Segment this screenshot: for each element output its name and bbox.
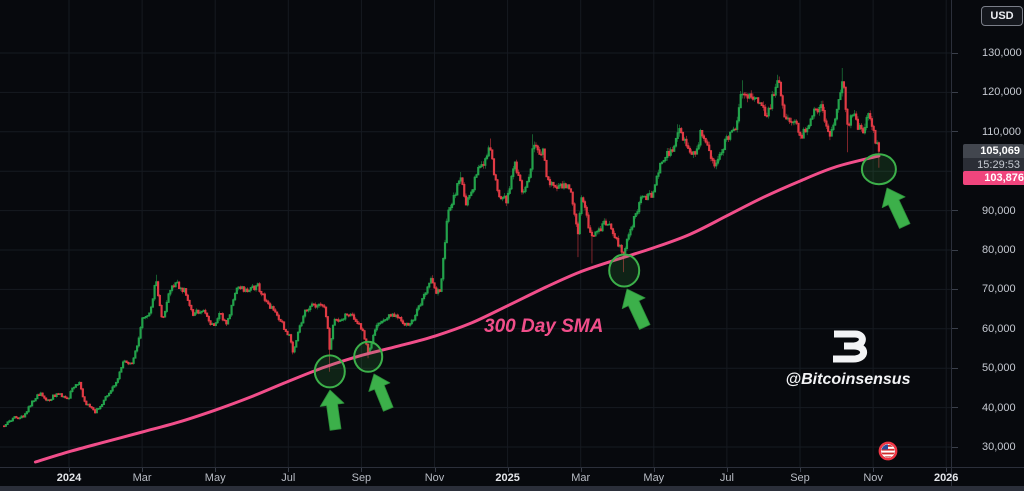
time-tick-mark — [726, 468, 728, 472]
price-tick-mark — [952, 210, 958, 212]
time-tick-label: Jul — [719, 472, 734, 484]
us-flag-event-icon[interactable] — [878, 441, 898, 461]
time-tick-mark — [580, 468, 582, 472]
price-tick-label: 40,000 — [982, 401, 1016, 414]
time-tick-label: Jul — [281, 472, 296, 484]
bar-close-countdown: 15:29:53 — [963, 158, 1024, 173]
time-tick-label: Nov — [424, 472, 445, 484]
price-tick-label: 90,000 — [982, 204, 1016, 217]
price-tick-mark — [952, 446, 958, 448]
sma-touch-circle[interactable] — [860, 153, 897, 186]
sma-annotation-text[interactable]: 300 Day SMA — [484, 316, 603, 337]
sma-touch-arrow[interactable] — [881, 187, 911, 229]
price-tick-label: 120,000 — [982, 86, 1022, 99]
window-bottom-strip — [0, 486, 1024, 491]
price-tick-mark — [952, 91, 958, 93]
time-tick-label: Mar — [571, 472, 591, 484]
time-tick-label: Sep — [351, 472, 372, 484]
time-tick-mark — [653, 468, 655, 472]
price-tick-label: 110,000 — [982, 125, 1021, 138]
price-tick-label: 60,000 — [982, 322, 1016, 335]
currency-button[interactable]: USD — [981, 6, 1023, 26]
sma-touch-circle[interactable] — [353, 340, 384, 373]
price-tick-mark — [952, 367, 958, 369]
last-price-label: 105,069 15:29:53 — [963, 144, 1024, 173]
sma-line[interactable] — [33, 154, 881, 464]
time-tick-label: May — [204, 472, 226, 484]
candles-down — [3, 76, 881, 428]
price-tick-mark — [952, 328, 958, 330]
time-tick-label: Mar — [132, 472, 152, 484]
price-tick-label: 130,000 — [982, 47, 1022, 59]
sma-touch-circles[interactable] — [313, 153, 897, 389]
price-tick-mark — [952, 249, 958, 251]
time-tick-label: 2025 — [495, 472, 520, 484]
sma-touch-arrow[interactable] — [319, 389, 345, 431]
sma-value-label: 103,876 — [963, 171, 1024, 186]
sma-touch-arrow[interactable] — [621, 288, 651, 330]
time-tick-label: 2024 — [56, 472, 82, 484]
price-tick-label: 30,000 — [982, 441, 1016, 453]
price-tick-label: 80,000 — [982, 244, 1016, 256]
time-axis[interactable]: 2024 Mar May Jul Sep Nov 2025 Mar May Jul Sep Nov 20… — [0, 467, 1024, 486]
time-tick-label: Nov — [863, 472, 883, 484]
watermark-handle: @Bitcoinsensus — [786, 371, 911, 388]
time-tick-mark — [800, 468, 801, 472]
watermark: @Bitcoinsensus — [786, 330, 911, 388]
candles-up — [4, 68, 879, 427]
sma-touch-arrow[interactable] — [368, 373, 394, 412]
price-tick-mark — [952, 52, 958, 54]
time-tick-mark — [946, 468, 948, 472]
time-tick-mark — [361, 468, 363, 472]
time-tick-label: Sep — [790, 472, 810, 484]
sma-touch-circle[interactable] — [608, 253, 641, 288]
time-tick-mark — [69, 468, 70, 472]
sma-touch-circle[interactable] — [313, 354, 346, 389]
time-tick-mark — [215, 468, 217, 472]
time-tick-mark — [288, 468, 290, 472]
time-tick-mark — [434, 468, 436, 472]
price-tick-mark — [952, 407, 958, 409]
price-tick-mark — [952, 131, 958, 133]
time-tick-mark — [507, 468, 509, 472]
price-tick-label: 50,000 — [982, 362, 1016, 375]
grid-lines — [0, 0, 951, 467]
price-axis[interactable]: USD 105,069 15:29:53 103,876 130,000 120,… — [951, 0, 1024, 486]
bitcoinsensus-logo-icon — [833, 330, 868, 363]
price-tick-mark — [952, 288, 958, 290]
time-tick-label: 2026 — [933, 472, 959, 484]
chart-canvas[interactable]: 300 Day SMA @Bitcoinsensus — [0, 0, 951, 467]
price-tick-label: 70,000 — [982, 283, 1016, 296]
time-tick-mark — [873, 468, 875, 472]
time-tick-mark — [142, 468, 144, 472]
last-price-value: 105,069 — [963, 144, 1024, 159]
time-tick-label: May — [643, 472, 665, 484]
